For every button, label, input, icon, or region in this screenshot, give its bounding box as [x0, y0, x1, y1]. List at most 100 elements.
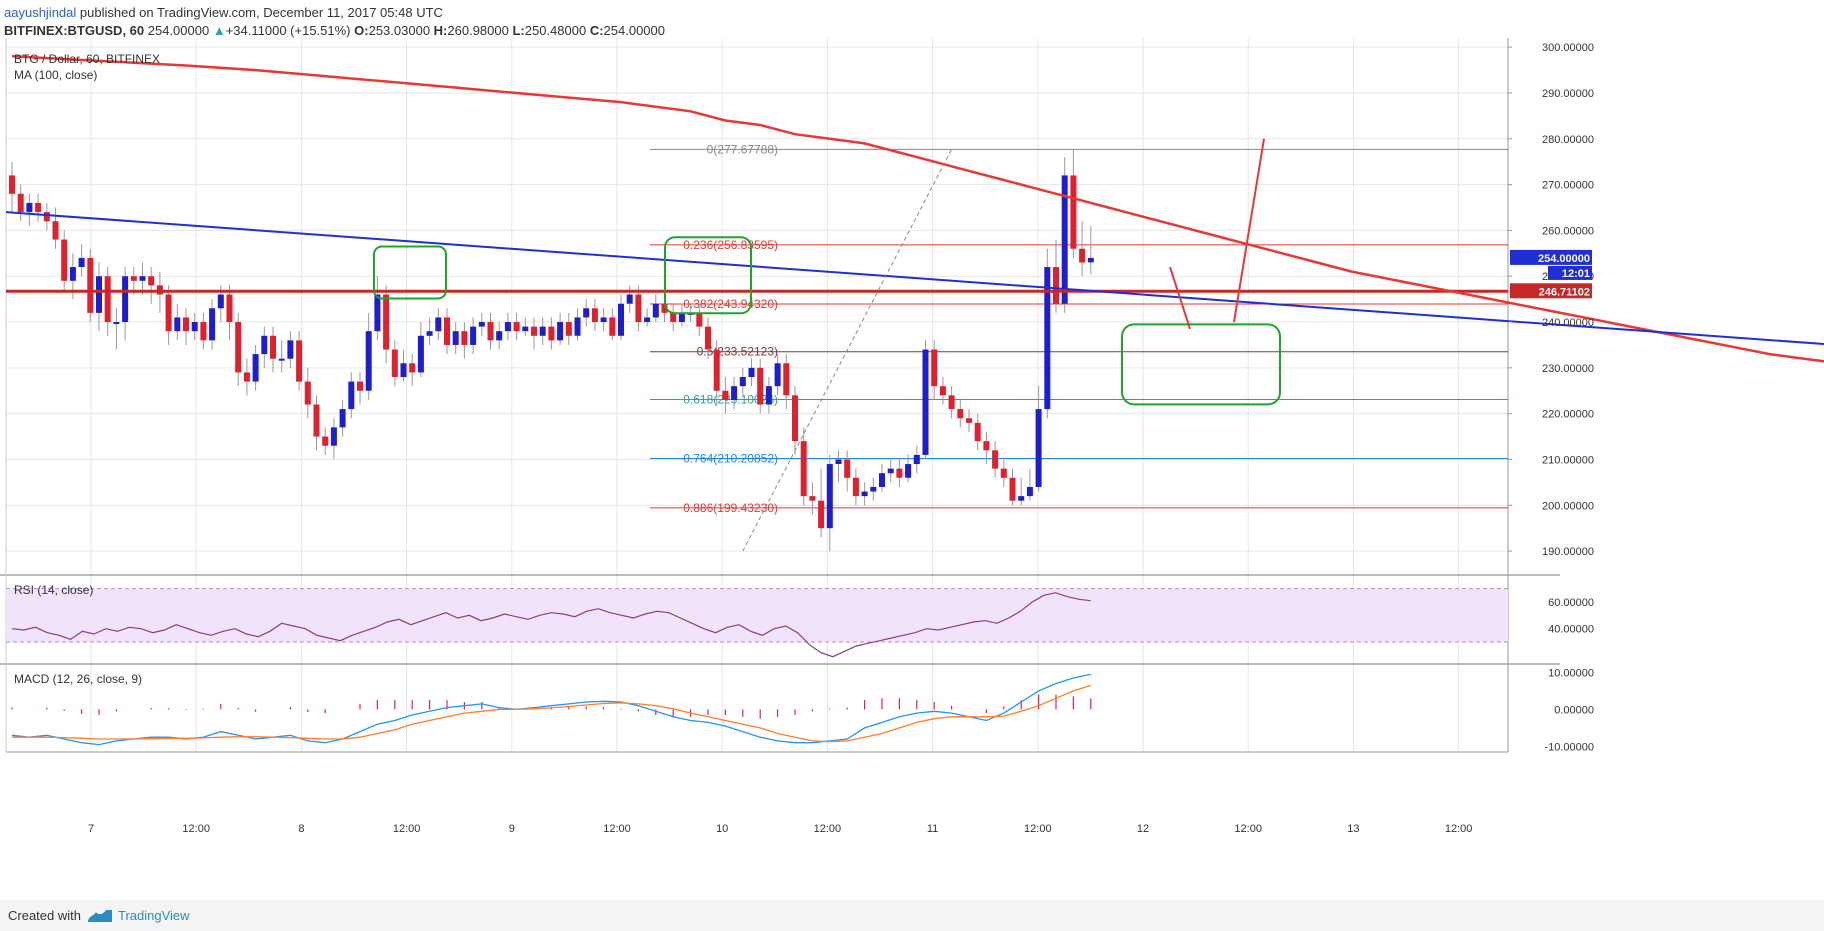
y-tick-label: 280.00000: [1542, 134, 1594, 146]
chart-background: [0, 48, 1824, 900]
candle-body: [470, 326, 477, 345]
candle-body: [1026, 486, 1033, 497]
x-tick-label: 12:00: [814, 823, 842, 835]
candle-body: [792, 395, 798, 442]
candle-body: [670, 312, 677, 323]
candle-body: [409, 363, 416, 373]
candle-body: [513, 322, 520, 332]
publish-info: published on TradingView.com, December 1…: [79, 5, 443, 20]
tradingview-logo-icon[interactable]: [86, 904, 114, 926]
candle-body: [52, 221, 59, 240]
candle-body: [905, 464, 912, 478]
y-tick-label: 290.00000: [1542, 88, 1594, 100]
low-value: 250.48000: [524, 23, 587, 38]
author-link[interactable]: aayushjindal: [4, 5, 77, 20]
rsi-pane: [11, 592, 1091, 658]
candle-body: [887, 468, 894, 474]
macd-tick-label: -10.00000: [1544, 741, 1594, 753]
candle-body: [330, 427, 337, 446]
candle-body: [696, 312, 703, 327]
candle-body: [1035, 409, 1042, 487]
tradingview-link[interactable]: TradingView: [118, 908, 190, 923]
candle-body: [731, 386, 738, 400]
chart-header: aayushjindal published on TradingView.co…: [0, 0, 1824, 48]
y-tick-label: 270.00000: [1542, 180, 1594, 192]
candle-body: [852, 477, 859, 497]
candle-body: [487, 322, 494, 341]
x-tick-label: 12:00: [393, 823, 421, 835]
candle-body: [1087, 257, 1094, 263]
publish-line: aayushjindal published on TradingView.co…: [4, 5, 443, 20]
green-box: [373, 245, 447, 300]
change-arrow-icon: ▲: [212, 23, 226, 38]
candle-body: [1053, 267, 1059, 304]
axes: 190.00000 200.00000 210.00000 220.00000 230.…: [88, 42, 1594, 835]
candle-body: [165, 294, 172, 332]
time-tag: 12:01: [1562, 268, 1590, 280]
candle-body: [992, 450, 999, 469]
candle-body: [809, 496, 816, 501]
candle-body: [174, 317, 181, 332]
candle-body: [1070, 175, 1077, 249]
candle-body: [974, 422, 981, 442]
candle-body: [1018, 496, 1025, 501]
x-tick-label: 7: [88, 823, 94, 835]
x-tick-label: 12:00: [603, 823, 631, 835]
x-tick-label: 12:00: [1234, 823, 1262, 835]
candle-body: [357, 381, 363, 391]
candle-body: [922, 349, 929, 455]
candle-body: [226, 294, 233, 323]
chart-title: BTG / Dollar, 60, BITFINEX: [14, 52, 160, 66]
high-label: H:: [433, 23, 448, 38]
level-tag-bg: [1510, 283, 1592, 299]
candle-body: [183, 317, 189, 332]
price-tag: 254.00000: [1538, 253, 1590, 265]
fib-level-label: 0(277.67788): [707, 142, 778, 156]
candle-body: [191, 322, 198, 332]
candle-body: [539, 326, 546, 336]
candle-body: [243, 372, 250, 382]
candle-body: [574, 317, 581, 336]
change-value: +34.11000 (+15.51%): [225, 23, 351, 38]
rsi-title: RSI (14, close): [14, 583, 93, 597]
candle-body: [9, 175, 15, 194]
candle-body: [104, 276, 111, 323]
close-label: C:: [589, 23, 604, 38]
macd-tick-label: 0.00000: [1554, 704, 1594, 716]
candle-body: [444, 317, 450, 345]
fib-level-label: 0.886(199.43230): [683, 501, 778, 515]
candle-body: [478, 322, 485, 327]
annotations: [373, 138, 1281, 552]
x-tick-label: 9: [509, 823, 515, 835]
symbol-label: BITFINEX:BTGUSD, 60: [4, 23, 145, 38]
candle-body: [130, 276, 137, 281]
y-tick-label: 220.00000: [1542, 409, 1594, 421]
candle-body: [583, 308, 590, 318]
candlesticks[interactable]: [9, 149, 1094, 552]
candle-body: [69, 267, 76, 281]
candle-body: [600, 317, 607, 323]
price-chart[interactable]: 0(277.67788) 0.236(256.83595) 0.382(243.94…: [0, 0, 1824, 900]
x-tick-label: 12:00: [1024, 823, 1052, 835]
y-tick-label: 190.00000: [1542, 546, 1594, 558]
x-tick-label: 8: [298, 823, 304, 835]
fib-level-label: 0.236(256.83595): [683, 238, 778, 252]
candle-body: [757, 367, 764, 405]
green-box: [1121, 323, 1281, 406]
fib-swing-line: [742, 149, 953, 552]
candle-body: [835, 459, 842, 465]
candle-body: [879, 473, 885, 487]
candle-body: [87, 257, 94, 313]
candle-body: [322, 436, 329, 446]
candle-body: [748, 367, 755, 378]
candle-body: [348, 381, 355, 410]
fib-level-label: 0.764(210.20852): [683, 452, 778, 466]
candle-body: [304, 381, 311, 405]
ma-indicator-label: MA (100, close): [14, 68, 97, 82]
candle-body: [235, 322, 242, 373]
candle-body: [626, 294, 633, 304]
candle-body: [713, 349, 720, 391]
macd-series-line: [12, 684, 1091, 743]
candle-body: [296, 340, 303, 382]
candle-body: [913, 454, 920, 465]
